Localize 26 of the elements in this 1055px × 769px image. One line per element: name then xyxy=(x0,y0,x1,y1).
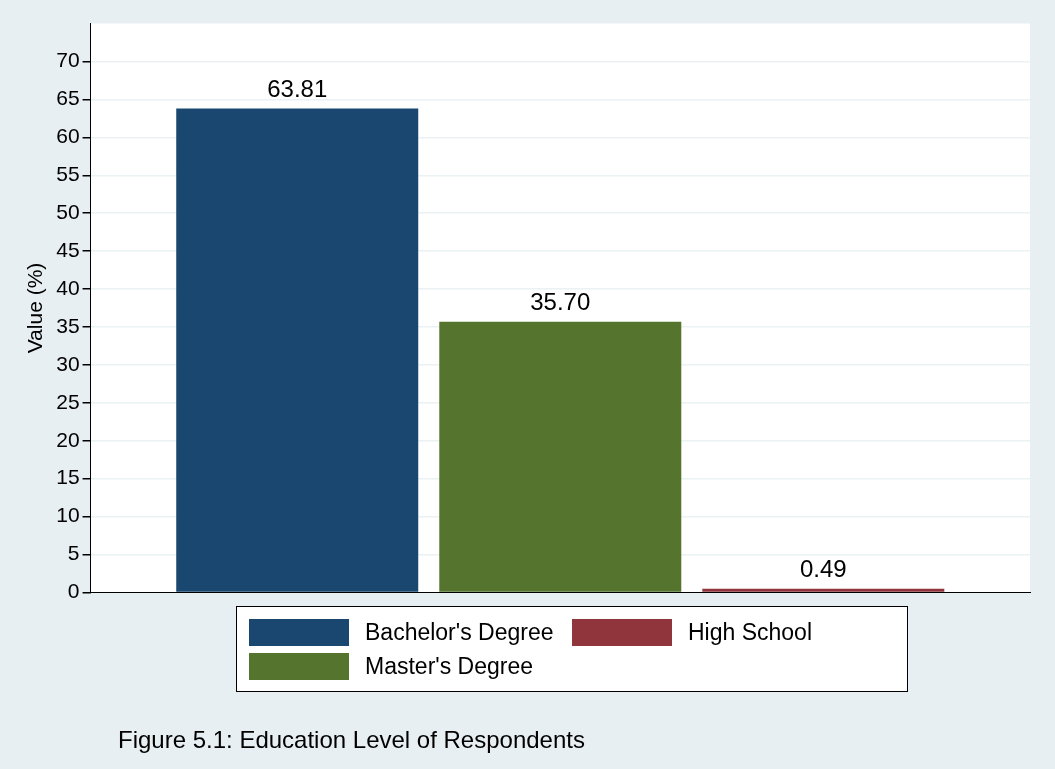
y-tick-label: 70 xyxy=(56,48,80,72)
y-tick-label: 45 xyxy=(56,237,80,261)
y-tick-label: 10 xyxy=(56,503,80,527)
legend-label: Master's Degree xyxy=(365,652,534,680)
y-tick-label: 60 xyxy=(56,124,80,148)
y-tick-label: 5 xyxy=(67,541,80,565)
data-label: 35.70 xyxy=(530,288,591,316)
data-label: 63.81 xyxy=(267,75,328,103)
bar xyxy=(702,588,945,592)
y-axis-title: Value (%) xyxy=(23,262,47,354)
y-tick-label: 20 xyxy=(56,427,80,451)
bar xyxy=(176,108,419,592)
bar xyxy=(439,321,682,592)
y-tick-label: 65 xyxy=(56,86,80,110)
y-tick-label: 0 xyxy=(67,579,80,603)
data-label: 0.49 xyxy=(799,555,847,583)
y-tick-label: 55 xyxy=(56,162,80,186)
y-tick-label: 30 xyxy=(56,351,80,375)
y-tick-label: 25 xyxy=(56,389,80,413)
y-tick-label: 50 xyxy=(56,200,80,223)
y-tick-label: 40 xyxy=(56,275,80,299)
caption: Figure 5.1: Education Level of Respondents xyxy=(118,726,585,754)
y-tick-label: 15 xyxy=(56,465,80,489)
y-tick-label: 35 xyxy=(56,313,80,337)
legend-label: Bachelor's Degree xyxy=(365,618,554,646)
legend-label: High School xyxy=(688,618,813,646)
